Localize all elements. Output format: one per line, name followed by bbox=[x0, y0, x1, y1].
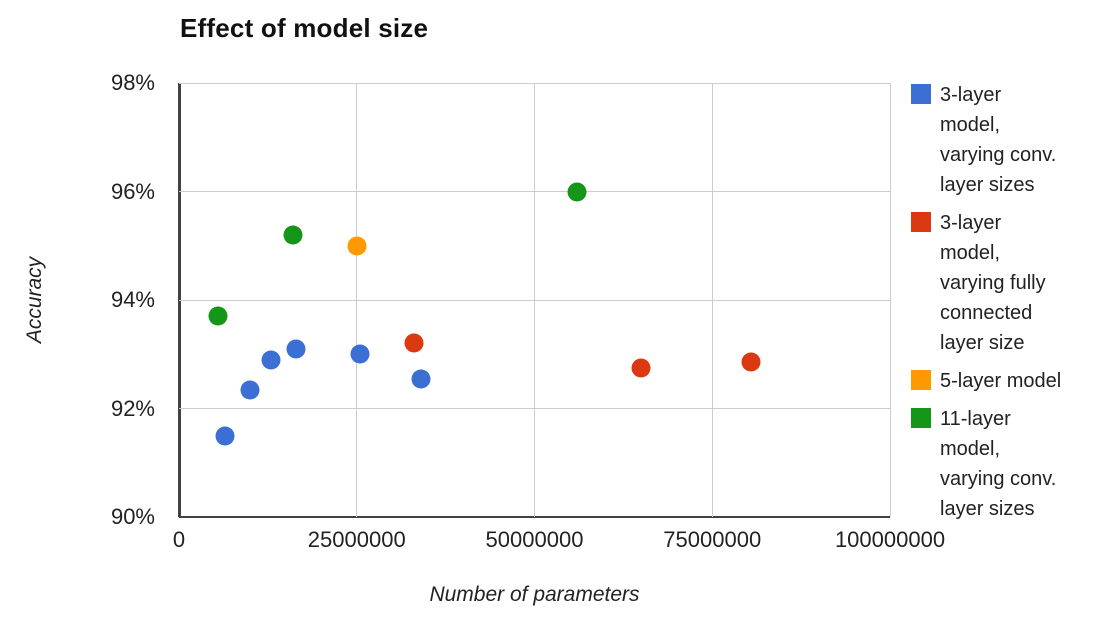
y-tick-label: 98% bbox=[110, 70, 155, 95]
data-point bbox=[411, 369, 431, 389]
y-axis-label: Accuracy bbox=[23, 256, 46, 344]
data-point bbox=[347, 236, 367, 256]
data-point bbox=[215, 426, 235, 446]
horizontal-gridline bbox=[179, 191, 890, 192]
x-axis-label: Number of parameters bbox=[429, 583, 640, 606]
horizontal-gridline bbox=[179, 82, 890, 84]
legend-swatch bbox=[911, 370, 931, 390]
legend-label: 11-layer model, varying conv. layer size… bbox=[940, 408, 1057, 520]
y-tick-label: 94% bbox=[110, 287, 155, 312]
legend-item: 3-layer model, varying fully connected l… bbox=[911, 208, 1101, 358]
data-point bbox=[208, 306, 228, 326]
y-tick-label: 90% bbox=[110, 504, 155, 529]
legend-label: 3-layer model, varying fully connected l… bbox=[940, 212, 1046, 354]
x-tick-label: 100000000 bbox=[834, 527, 946, 552]
data-point bbox=[286, 339, 306, 359]
x-tick-label: 50000000 bbox=[485, 527, 584, 552]
data-point bbox=[350, 344, 370, 364]
legend-label: 5-layer model bbox=[940, 370, 1062, 392]
plot-area: Number of parameters Accuracy 0 25000000 5… bbox=[23, 70, 945, 606]
y-tick-label: 92% bbox=[110, 395, 155, 421]
legend-label: 3-layer model, varying conv. layer sizes bbox=[940, 84, 1057, 196]
y-tick-label: 96% bbox=[110, 178, 155, 204]
legend-swatch bbox=[911, 84, 931, 104]
legend-swatch bbox=[911, 212, 931, 232]
vertical-gridline bbox=[889, 83, 891, 517]
chart-title: Effect of model size bbox=[180, 13, 429, 43]
data-point bbox=[567, 182, 587, 201]
data-point bbox=[261, 350, 281, 370]
legend-swatch bbox=[911, 408, 931, 428]
data-point bbox=[404, 333, 424, 353]
x-tick-label: 0 bbox=[172, 527, 186, 552]
data-point bbox=[240, 380, 260, 399]
data-point bbox=[741, 352, 761, 372]
legend: 3-layer model, varying conv. layer sizes… bbox=[911, 80, 1101, 532]
x-axis-line bbox=[179, 516, 890, 518]
data-point bbox=[283, 225, 303, 245]
data-point bbox=[631, 358, 651, 378]
x-tick-label: 25000000 bbox=[307, 527, 406, 552]
horizontal-gridline bbox=[179, 299, 890, 301]
legend-item: 3-layer model, varying conv. layer sizes bbox=[911, 80, 1101, 200]
horizontal-gridline bbox=[179, 408, 890, 409]
legend-item: 11-layer model, varying conv. layer size… bbox=[911, 404, 1101, 524]
x-tick-label: 75000000 bbox=[663, 527, 762, 552]
legend-item: 5-layer model bbox=[911, 366, 1101, 396]
